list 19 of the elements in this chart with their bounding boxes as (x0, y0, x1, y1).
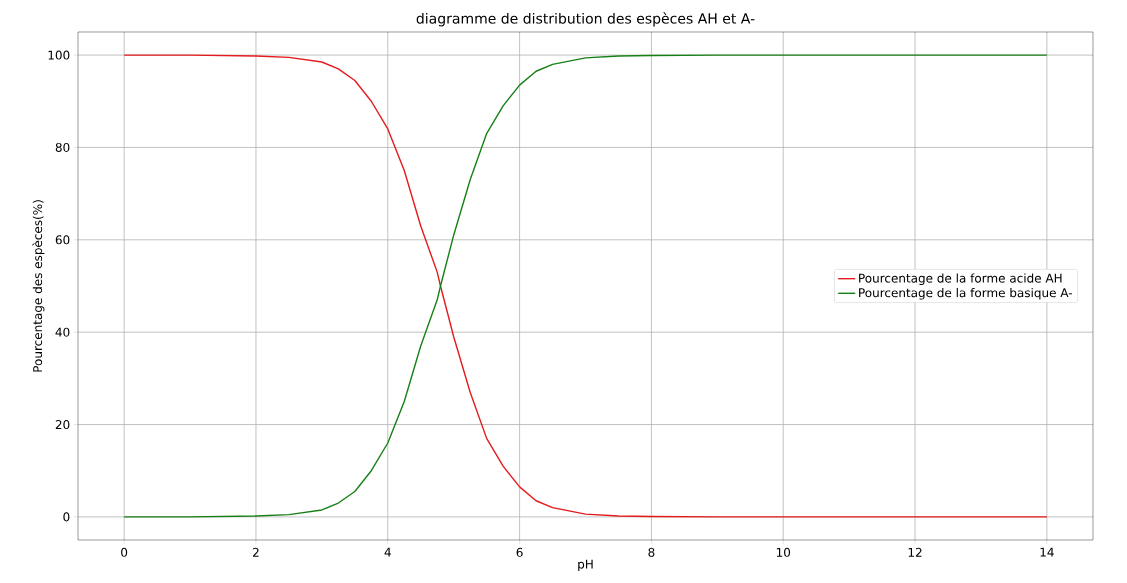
y-tick-label: 0 (63, 512, 70, 522)
x-tick-label: 14 (1040, 547, 1054, 557)
x-tick-label: 10 (776, 547, 791, 557)
y-tick-label: 40 (55, 327, 70, 337)
x-tick-label: 6 (516, 547, 523, 557)
x-axis-title: pH (578, 559, 593, 571)
y-tick-label: 100 (48, 50, 70, 60)
x-tick-label: 8 (648, 547, 655, 557)
y-tick-label: 80 (55, 142, 70, 152)
x-tick-label: 4 (384, 547, 391, 557)
x-tick-label: 0 (121, 547, 128, 557)
legend-label: Pourcentage de la forme acide AH (859, 273, 1062, 285)
y-tick-label: 20 (55, 419, 70, 430)
y-axis-title: Pourcentage des espèces(%) (32, 200, 45, 372)
chart-title: diagramme de distribution des espèces AH et A- (416, 12, 755, 27)
legend-label: Pourcentage de la forme basique A- (859, 287, 1073, 300)
x-tick-label: 2 (253, 547, 259, 557)
y-tick-label: 60 (55, 235, 70, 245)
x-tick-label: 12 (908, 547, 922, 557)
